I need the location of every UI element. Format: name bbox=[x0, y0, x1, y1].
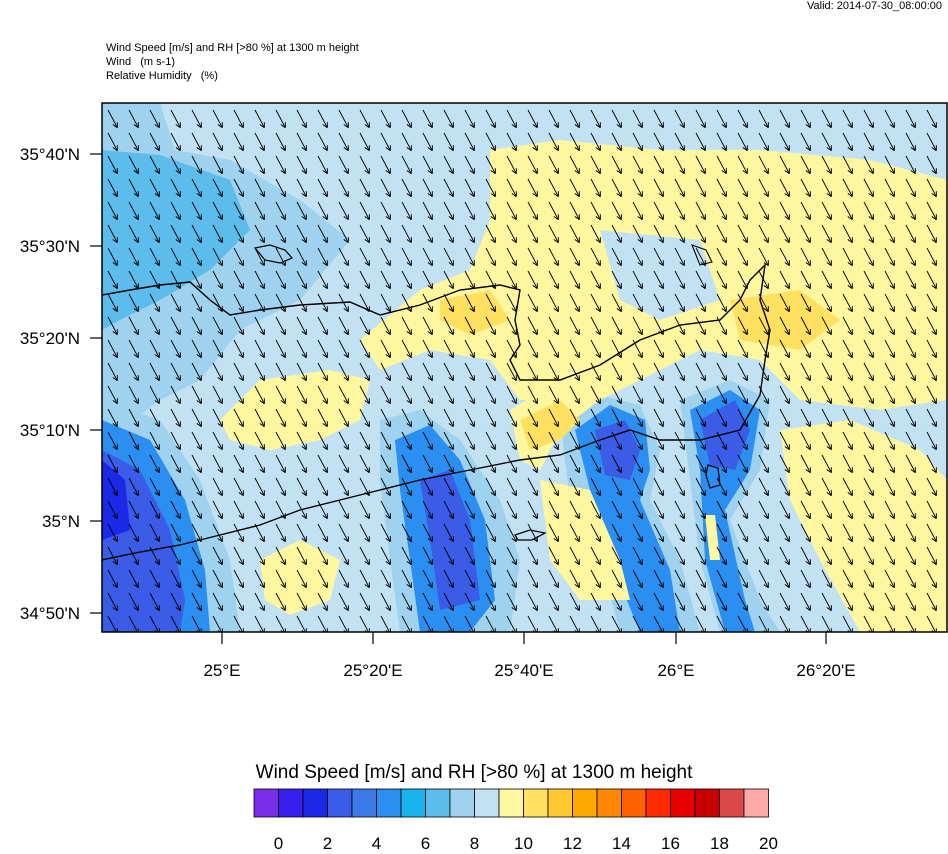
valid-time: Valid: 2014-07-30_08:00:00 bbox=[807, 0, 942, 12]
colorbar-swatch bbox=[572, 788, 598, 818]
colorbar-swatch bbox=[449, 788, 475, 818]
colorbar-tick-label: 20 bbox=[759, 834, 778, 853]
colorbar-tick-label: 4 bbox=[371, 834, 382, 853]
colorbar-swatch bbox=[694, 788, 720, 818]
colorbar-swatch bbox=[498, 788, 524, 818]
axis-ticks bbox=[90, 153, 827, 644]
header-rh: Relative Humidity (%) bbox=[106, 70, 218, 82]
lat-label: 35°20'N bbox=[19, 329, 80, 348]
colorbar-tick-label: 2 bbox=[322, 834, 333, 853]
lon-label: 26°E bbox=[657, 661, 695, 680]
lat-label: 35°40'N bbox=[19, 145, 80, 164]
colorbar-swatch bbox=[523, 788, 549, 818]
header-wind: Wind (m s-1) bbox=[106, 56, 176, 68]
colorbar-swatch bbox=[645, 788, 671, 818]
colorbar-tick-label: 14 bbox=[612, 834, 631, 853]
colorbar-title: Wind Speed [m/s] and RH [>80 %] at 1300 … bbox=[255, 762, 693, 783]
lat-label: 35°10'N bbox=[19, 421, 80, 440]
colorbar-swatch bbox=[302, 788, 328, 818]
lon-label: 26°20'E bbox=[796, 661, 856, 680]
colorbar-swatch bbox=[547, 788, 573, 818]
lon-label: 25°E bbox=[203, 661, 241, 680]
colorbar-swatch bbox=[425, 788, 451, 818]
header-title: Wind Speed [m/s] and RH [>80 %] at 1300 … bbox=[106, 42, 359, 54]
colorbar-swatch bbox=[719, 788, 745, 818]
colorbar-swatch bbox=[621, 788, 647, 818]
lat-label: 35°N bbox=[42, 512, 80, 531]
colorbar-swatch bbox=[351, 788, 377, 818]
colorbar-swatch bbox=[327, 788, 353, 818]
lon-label: 25°20'E bbox=[343, 661, 403, 680]
colorbar-swatch bbox=[474, 788, 500, 818]
map-field bbox=[102, 103, 947, 632]
colorbar-tick-label: 0 bbox=[273, 834, 284, 853]
colorbar-tick-label: 18 bbox=[710, 834, 729, 853]
colorbar-tick-label: 6 bbox=[420, 834, 431, 853]
colorbar-swatch bbox=[670, 788, 696, 818]
colorbar-tick-label: 12 bbox=[563, 834, 582, 853]
lat-label: 35°30'N bbox=[19, 237, 80, 256]
colorbar-swatch bbox=[743, 788, 769, 818]
colorbar-swatch bbox=[253, 788, 279, 818]
lat-label: 34°50'N bbox=[19, 604, 80, 623]
lon-label: 25°40'E bbox=[494, 661, 554, 680]
colorbar-swatch bbox=[596, 788, 622, 818]
colorbar bbox=[253, 788, 769, 818]
colorbar-swatch bbox=[278, 788, 304, 818]
colorbar-tick-label: 16 bbox=[661, 834, 680, 853]
colorbar-tick-label: 10 bbox=[514, 834, 533, 853]
wind-arrows bbox=[107, 109, 936, 632]
colorbar-swatch bbox=[400, 788, 426, 818]
colorbar-swatch bbox=[376, 788, 402, 818]
colorbar-tick-label: 8 bbox=[469, 834, 480, 853]
